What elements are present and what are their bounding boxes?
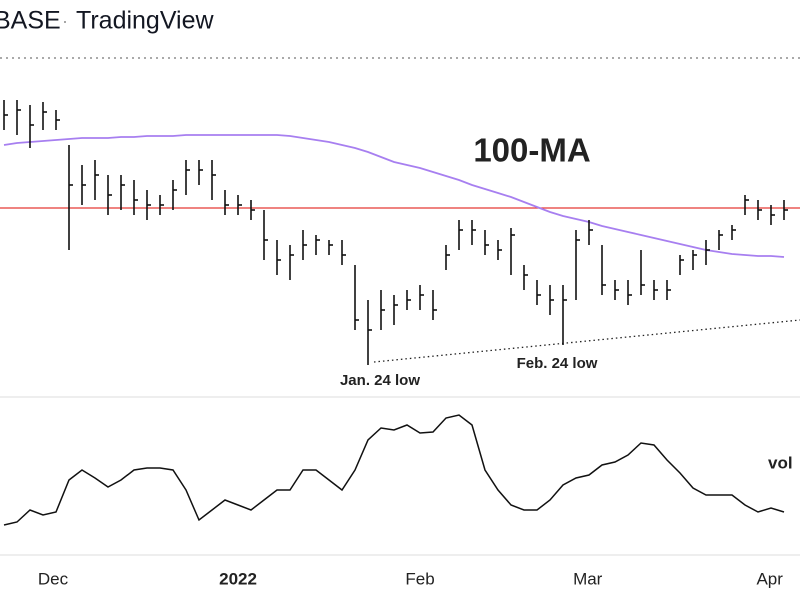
x-tick-label: Mar	[573, 569, 603, 588]
ma-label: 100-MA	[473, 132, 590, 169]
x-tick-label: Feb	[405, 569, 434, 588]
x-tick-label: Apr	[756, 569, 783, 588]
vol-label: vol	[768, 453, 793, 472]
symbol: BASE	[0, 7, 61, 35]
x-tick-label: 2022	[219, 569, 257, 588]
x-tick-label: Dec	[38, 569, 69, 588]
separator: ·	[62, 11, 68, 31]
source: TradingView	[76, 7, 215, 35]
low-label: Feb. 24 low	[517, 355, 598, 372]
trendline	[373, 319, 800, 363]
low-label: Jan. 24 low	[340, 372, 420, 389]
moving-average	[3, 134, 785, 258]
volatility-line	[3, 414, 785, 526]
